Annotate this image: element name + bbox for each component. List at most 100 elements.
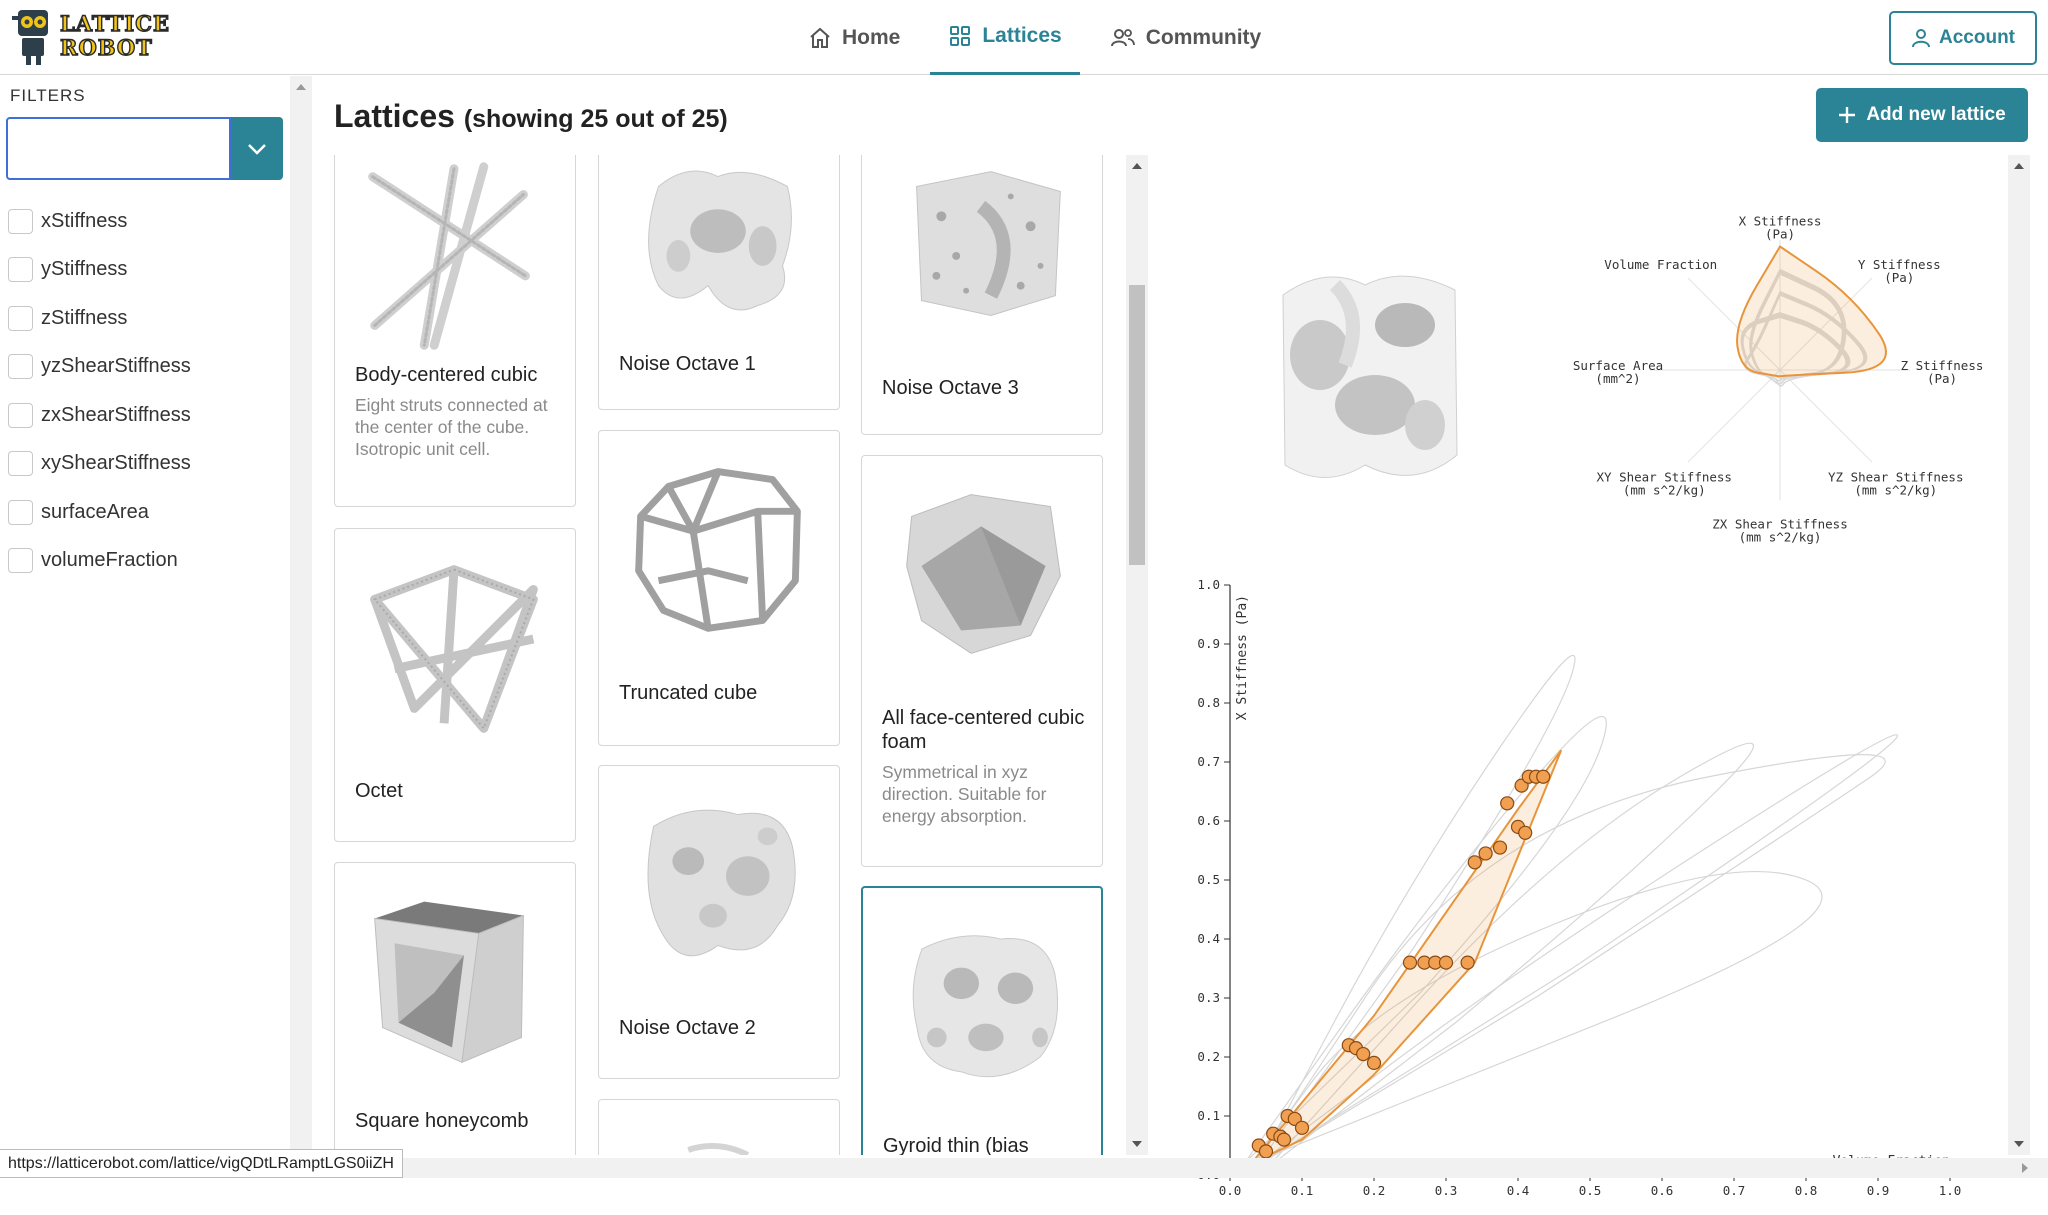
checkbox[interactable] [8, 208, 33, 234]
scatter-point[interactable] [1467, 855, 1482, 870]
chevron-down-icon [248, 143, 266, 155]
y-tick-label: 0.7 [1197, 754, 1220, 769]
nav-lattices[interactable]: Lattices [930, 0, 1080, 75]
scatter-point[interactable] [1356, 1046, 1371, 1062]
filter-option[interactable]: yzShearStiffness [8, 343, 191, 392]
filter-label: surfaceArea [41, 500, 149, 523]
lattice-card[interactable]: Octet [334, 528, 576, 842]
checkbox[interactable] [8, 402, 33, 428]
detail-scrollbar[interactable] [2008, 155, 2030, 1155]
filter-option[interactable]: yStiffness [8, 246, 191, 295]
radar-axis-unit: (mm s^2/kg) [1854, 483, 1937, 498]
square-honeycomb-image [374, 901, 524, 1064]
radar-axis-label: YZ Shear Stiffness [1828, 470, 1963, 485]
logo-line-1: LATTICE [59, 11, 170, 36]
scatter-point[interactable] [1258, 1144, 1274, 1159]
card-title: Body-centered cubic [355, 364, 538, 386]
x-tick-label: 0.4 [1507, 1183, 1530, 1198]
grid-icon [950, 26, 971, 46]
filter-label: xyShearStiffness [41, 452, 191, 475]
lattice-card[interactable]: Body-centered cubic Eight struts connect… [334, 155, 576, 507]
lattice-card[interactable]: Truncated cube [598, 430, 840, 746]
filter-label: zxShearStiffness [41, 403, 191, 426]
lattice-card-selected[interactable]: Gyroid thin (bias [861, 886, 1103, 1155]
noise-octave-1-image [648, 170, 792, 311]
filter-option[interactable]: surfaceArea [8, 488, 191, 537]
filter-option[interactable]: volumeFraction [8, 537, 191, 586]
lattice-card[interactable]: Noise Octave 2 [598, 765, 840, 1079]
filter-option[interactable]: zxShearStiffness [8, 391, 191, 440]
checkbox[interactable] [8, 354, 33, 380]
scatter-point[interactable] [1294, 1120, 1310, 1135]
x-tick-label: 0.9 [1867, 1183, 1890, 1198]
card-title: Gyroid thin (bias [883, 1135, 1029, 1155]
filter-dropdown-button[interactable] [231, 117, 283, 180]
scatter-point[interactable] [1460, 955, 1475, 970]
radar-axis-label: ZX Shear Stiffness [1712, 517, 1847, 532]
checkbox[interactable] [8, 499, 33, 525]
truncated-cube-image [635, 468, 801, 632]
lattice-card[interactable]: All face-centered cubic foam Symmetrical… [861, 455, 1103, 867]
sidebar-scrollbar[interactable] [290, 76, 312, 1166]
all-face-centered-cubic-foam-image [906, 494, 1061, 654]
lattice-card[interactable]: Square honeycomb [334, 862, 576, 1155]
nav-home-label: Home [842, 25, 901, 49]
lattice-card[interactable] [598, 1099, 840, 1155]
noise-octave-2-image [647, 809, 796, 957]
scroll-up-arrow[interactable] [1132, 163, 1142, 169]
lattice-card[interactable]: Noise Octave 1 [598, 155, 840, 410]
radar-axis-unit: (Pa) [1927, 371, 1957, 386]
card-title: Noise Octave 3 [882, 377, 1019, 399]
scroll-down-arrow[interactable] [1132, 1141, 1142, 1147]
body-centered-cubic-image [368, 162, 530, 350]
radar-axis-unit: (mm^2) [1595, 371, 1640, 386]
filter-input[interactable] [6, 117, 231, 180]
home-icon [810, 27, 830, 48]
x-tick-label: 0.2 [1363, 1183, 1386, 1198]
radar-axis-unit: (Pa) [1884, 270, 1914, 285]
checkbox[interactable] [8, 257, 33, 283]
scatter-point[interactable] [1492, 840, 1508, 855]
scatter-point[interactable] [1518, 825, 1533, 840]
status-bar-url: https://latticerobot.com/lattice/vigQDtL… [0, 1149, 403, 1178]
lattice-robot-logo[interactable]: LATTICE ROBOT [12, 8, 190, 66]
add-new-lattice-button[interactable]: Add new lattice [1816, 88, 2028, 142]
nav-home[interactable]: Home [790, 0, 918, 75]
checkbox[interactable] [8, 305, 33, 331]
checkbox[interactable] [8, 548, 33, 574]
card-title: Truncated cube [619, 682, 758, 704]
radar-axis-unit: (mm s^2/kg) [1623, 483, 1706, 498]
radar-axis-unit: (Pa) [1765, 227, 1795, 242]
page-title: Lattices (showing 25 out of 25) [334, 98, 728, 135]
user-icon [1912, 29, 1930, 48]
y-tick-label: 0.9 [1197, 636, 1220, 651]
users-icon [1110, 28, 1135, 46]
horizontal-scrollbar[interactable] [0, 1158, 2048, 1178]
scatter-point[interactable] [1500, 796, 1515, 811]
scatter-point[interactable] [1536, 769, 1551, 784]
radar-axis-label: X Stiffness [1739, 214, 1822, 229]
scatter-point[interactable] [1276, 1132, 1292, 1147]
plus-icon [1839, 107, 1856, 123]
scatter-point[interactable] [1366, 1055, 1382, 1070]
scatter-point[interactable] [1478, 846, 1493, 861]
scatter-point[interactable] [1438, 955, 1454, 970]
card-description: Symmetrical in xyz direction. Suitable f… [882, 762, 1047, 826]
nav-community[interactable]: Community [1092, 0, 1280, 75]
scroll-up-arrow[interactable] [2014, 163, 2024, 169]
grid-scrollbar[interactable] [1126, 155, 1148, 1155]
scatter-point[interactable] [1402, 955, 1418, 970]
filter-option[interactable]: xStiffness [8, 197, 191, 246]
scrollbar-thumb[interactable] [1129, 285, 1145, 565]
x-tick-label: 0.6 [1651, 1183, 1674, 1198]
filter-label: zStiffness [41, 306, 128, 329]
lattice-3d-preview [1282, 275, 1458, 478]
x-tick-label: 0.0 [1219, 1183, 1242, 1198]
scroll-down-arrow[interactable] [2014, 1141, 2024, 1147]
filter-option[interactable]: zStiffness [8, 294, 191, 343]
account-button[interactable]: Account [1889, 11, 2037, 65]
checkbox[interactable] [8, 451, 33, 477]
lattice-card[interactable]: Noise Octave 3 [861, 155, 1103, 435]
filter-label: yStiffness [41, 258, 128, 281]
filter-option[interactable]: xyShearStiffness [8, 440, 191, 489]
